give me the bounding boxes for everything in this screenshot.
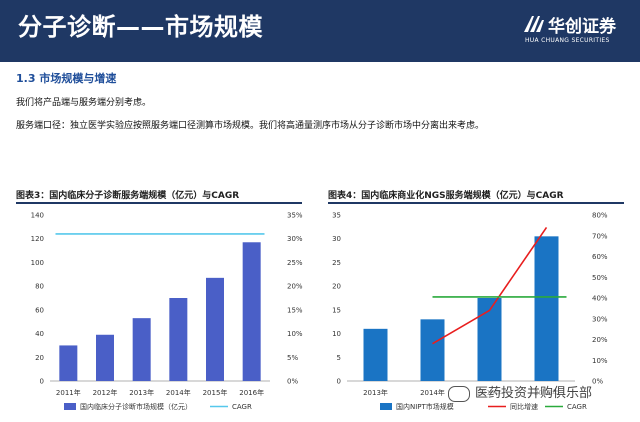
y2-tick-label: 0% bbox=[287, 378, 298, 386]
series-line bbox=[432, 226, 548, 345]
x-tick-label: 2011年 bbox=[56, 388, 81, 397]
y-tick-label: 5 bbox=[337, 354, 341, 362]
bar bbox=[420, 319, 445, 381]
y-tick-label: 40 bbox=[35, 330, 44, 338]
y-tick-label: 25 bbox=[332, 259, 341, 267]
y-tick-label: 60 bbox=[35, 306, 44, 314]
x-tick-label: 2014年 bbox=[166, 388, 191, 397]
logo-name: 华创证券 bbox=[548, 17, 616, 37]
figure3-title: 图表3：国内临床分子诊断服务端规模（亿元）与CAGR bbox=[16, 191, 240, 201]
y2-tick-label: 35% bbox=[287, 212, 303, 220]
legend-swatch bbox=[380, 403, 392, 410]
y2-tick-label: 5% bbox=[287, 354, 298, 362]
wechat-icon bbox=[448, 385, 470, 402]
bar bbox=[363, 328, 388, 381]
company-logo: 华创证券 HUA CHUANG SECURITIES bbox=[522, 12, 632, 52]
paragraph-2: 服务端口径：独立医学实验应按照服务端口径测算市场规模。我们将高通量测序市场从分子… bbox=[16, 121, 485, 131]
y-tick-label: 20 bbox=[35, 354, 44, 362]
header-bar: 分子诊断——市场规模 华创证券 HUA CHUANG SECURITIES bbox=[0, 0, 640, 62]
figure3-rule bbox=[16, 202, 302, 204]
watermark: 医药投资并购俱乐部 bbox=[448, 382, 593, 402]
y-tick-label: 35 bbox=[332, 212, 341, 220]
y2-tick-label: 50% bbox=[592, 274, 608, 282]
x-tick-label: 2015年 bbox=[203, 388, 228, 397]
legend-label: CAGR bbox=[232, 403, 252, 411]
paragraph-1: 我们将产品端与服务端分别考虑。 bbox=[16, 98, 152, 108]
bar bbox=[477, 298, 502, 381]
legend-label: 国内NIPT市场规模 bbox=[396, 402, 454, 411]
legend-swatch bbox=[64, 403, 76, 410]
bar bbox=[59, 345, 78, 381]
watermark-text: 医药投资并购俱乐部 bbox=[475, 386, 593, 401]
y2-tick-label: 30% bbox=[287, 235, 303, 243]
y2-tick-label: 20% bbox=[592, 336, 608, 344]
bar bbox=[169, 298, 188, 381]
y-tick-label: 20 bbox=[332, 283, 341, 291]
x-tick-label: 2014年 bbox=[420, 388, 445, 397]
figure4-title: 图表4：国内临床商业化NGS服务端规模（亿元）与CAGR bbox=[328, 191, 564, 201]
y-tick-label: 30 bbox=[332, 235, 341, 243]
y-tick-label: 100 bbox=[31, 259, 44, 267]
y2-tick-label: 25% bbox=[287, 259, 303, 267]
y-tick-label: 10 bbox=[332, 330, 341, 338]
y-tick-label: 140 bbox=[31, 212, 44, 220]
y-tick-label: 80 bbox=[35, 283, 44, 291]
y-tick-label: 0 bbox=[40, 378, 44, 386]
y-tick-label: 0 bbox=[337, 378, 341, 386]
x-tick-label: 2016年 bbox=[239, 388, 264, 397]
page-title: 分子诊断——市场规模 bbox=[18, 13, 263, 41]
x-tick-label: 2013年 bbox=[129, 388, 154, 397]
x-tick-label: 2013年 bbox=[363, 388, 388, 397]
y2-tick-label: 80% bbox=[592, 212, 608, 220]
y2-tick-label: 10% bbox=[287, 330, 303, 338]
x-tick-label: 2012年 bbox=[93, 388, 118, 397]
bar bbox=[96, 334, 114, 381]
legend-label: CAGR bbox=[567, 403, 587, 411]
y2-tick-label: 20% bbox=[287, 283, 303, 291]
bar bbox=[206, 277, 224, 381]
logo-english: HUA CHUANG SECURITIES bbox=[525, 37, 610, 44]
bar bbox=[534, 236, 559, 381]
y2-tick-label: 70% bbox=[592, 232, 608, 240]
y2-tick-label: 10% bbox=[592, 357, 608, 365]
legend-label: 国内临床分子诊断市场规模（亿元） bbox=[80, 402, 192, 411]
section-title: 1.3 市场规模与增速 bbox=[16, 72, 117, 85]
bar bbox=[132, 318, 151, 381]
figure4-rule bbox=[328, 202, 624, 204]
y2-tick-label: 40% bbox=[592, 295, 608, 303]
bar bbox=[242, 242, 261, 381]
y2-tick-label: 60% bbox=[592, 253, 608, 261]
y2-tick-label: 30% bbox=[592, 315, 608, 323]
y2-tick-label: 0% bbox=[592, 378, 603, 386]
y-tick-label: 15 bbox=[332, 306, 341, 314]
legend-label: 同比增速 bbox=[510, 402, 538, 411]
y2-tick-label: 15% bbox=[287, 306, 303, 314]
logo-mark-icon bbox=[524, 16, 544, 32]
y-tick-label: 120 bbox=[31, 235, 44, 243]
